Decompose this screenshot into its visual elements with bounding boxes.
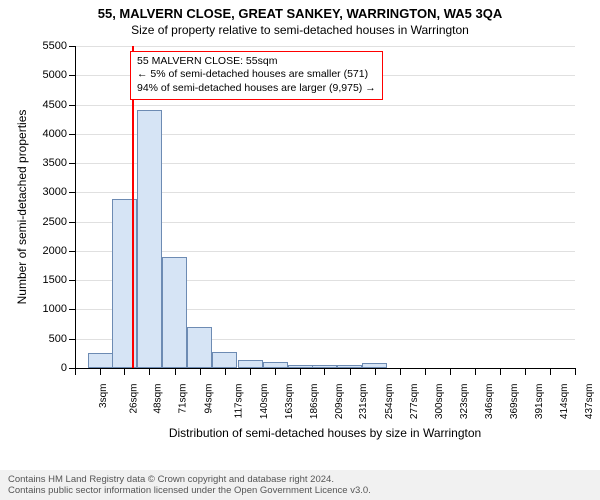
x-tick-label: 209sqm (334, 384, 345, 420)
x-tick-label: 71sqm (178, 384, 189, 414)
page-title: 55, MALVERN CLOSE, GREAT SANKEY, WARRING… (0, 0, 600, 21)
y-tick-label: 4000 (43, 128, 75, 140)
x-tick (324, 368, 325, 375)
y-tick-label: 3000 (43, 186, 75, 198)
histogram-bar (187, 327, 212, 368)
info-box-line: ← 5% of semi-detached houses are smaller… (137, 68, 376, 82)
x-tick-label: 26sqm (129, 384, 140, 414)
x-tick (100, 368, 101, 375)
x-tick-label: 186sqm (309, 384, 320, 420)
x-tick-label: 369sqm (510, 384, 521, 420)
x-tick (275, 368, 276, 375)
histogram-bar (238, 360, 263, 368)
x-tick (425, 368, 426, 375)
x-tick (300, 368, 301, 375)
x-tick-label: 323sqm (459, 384, 470, 420)
x-tick (400, 368, 401, 375)
x-tick-label: 117sqm (233, 384, 244, 419)
x-tick (149, 368, 150, 375)
histogram-bar (212, 352, 237, 368)
x-tick (225, 368, 226, 375)
x-tick-label: 437sqm (584, 384, 595, 420)
x-tick (375, 368, 376, 375)
attribution-footer: Contains HM Land Registry data © Crown c… (0, 470, 600, 500)
y-axis-label: Number of semi-detached properties (15, 110, 29, 305)
x-tick (75, 368, 76, 375)
x-tick-label: 277sqm (409, 384, 420, 420)
x-tick-label: 254sqm (384, 384, 395, 420)
x-tick (250, 368, 251, 375)
x-tick-label: 300sqm (434, 384, 445, 420)
y-tick-label: 500 (49, 333, 75, 345)
y-tick-label: 2000 (43, 245, 75, 257)
y-axis-line (75, 46, 76, 368)
y-tick-label: 2500 (43, 216, 75, 228)
x-tick (500, 368, 501, 375)
x-tick-label: 391sqm (534, 384, 545, 420)
y-tick-label: 5000 (43, 69, 75, 81)
property-info-box: 55 MALVERN CLOSE: 55sqm← 5% of semi-deta… (130, 51, 383, 100)
info-box-line: 55 MALVERN CLOSE: 55sqm (137, 55, 376, 69)
x-tick (175, 368, 176, 375)
x-tick-label: 3sqm (98, 384, 109, 408)
x-tick (350, 368, 351, 375)
x-tick (475, 368, 476, 375)
x-tick-label: 94sqm (203, 384, 214, 414)
page-subtitle: Size of property relative to semi-detach… (0, 21, 600, 37)
gridline (75, 46, 575, 47)
x-tick-label: 140sqm (259, 384, 270, 420)
x-tick-label: 346sqm (484, 384, 495, 420)
x-tick (550, 368, 551, 375)
y-tick-label: 1500 (43, 274, 75, 286)
x-tick-label: 414sqm (559, 384, 570, 420)
x-tick (200, 368, 201, 375)
x-tick (124, 368, 125, 375)
x-tick-label: 48sqm (153, 384, 164, 414)
x-tick (575, 368, 576, 375)
y-tick-label: 3500 (43, 157, 75, 169)
gridline (75, 105, 575, 106)
x-tick (525, 368, 526, 375)
x-tick-label: 231sqm (359, 384, 370, 420)
histogram-bar (137, 110, 162, 368)
x-tick (450, 368, 451, 375)
x-tick-label: 163sqm (284, 384, 295, 420)
histogram-bar (88, 353, 113, 368)
info-box-line: 94% of semi-detached houses are larger (… (137, 82, 376, 96)
chart-plot-area: 0500100015002000250030003500400045005000… (75, 46, 575, 368)
footer-line-1: Contains HM Land Registry data © Crown c… (8, 474, 592, 485)
footer-line-2: Contains public sector information licen… (8, 485, 592, 496)
y-tick-label: 4500 (43, 99, 75, 111)
y-tick-label: 1000 (43, 303, 75, 315)
y-tick-label: 5500 (43, 40, 75, 52)
y-tick-label: 0 (61, 362, 75, 374)
x-axis-label: Distribution of semi-detached houses by … (75, 426, 575, 440)
histogram-bar (162, 257, 187, 368)
